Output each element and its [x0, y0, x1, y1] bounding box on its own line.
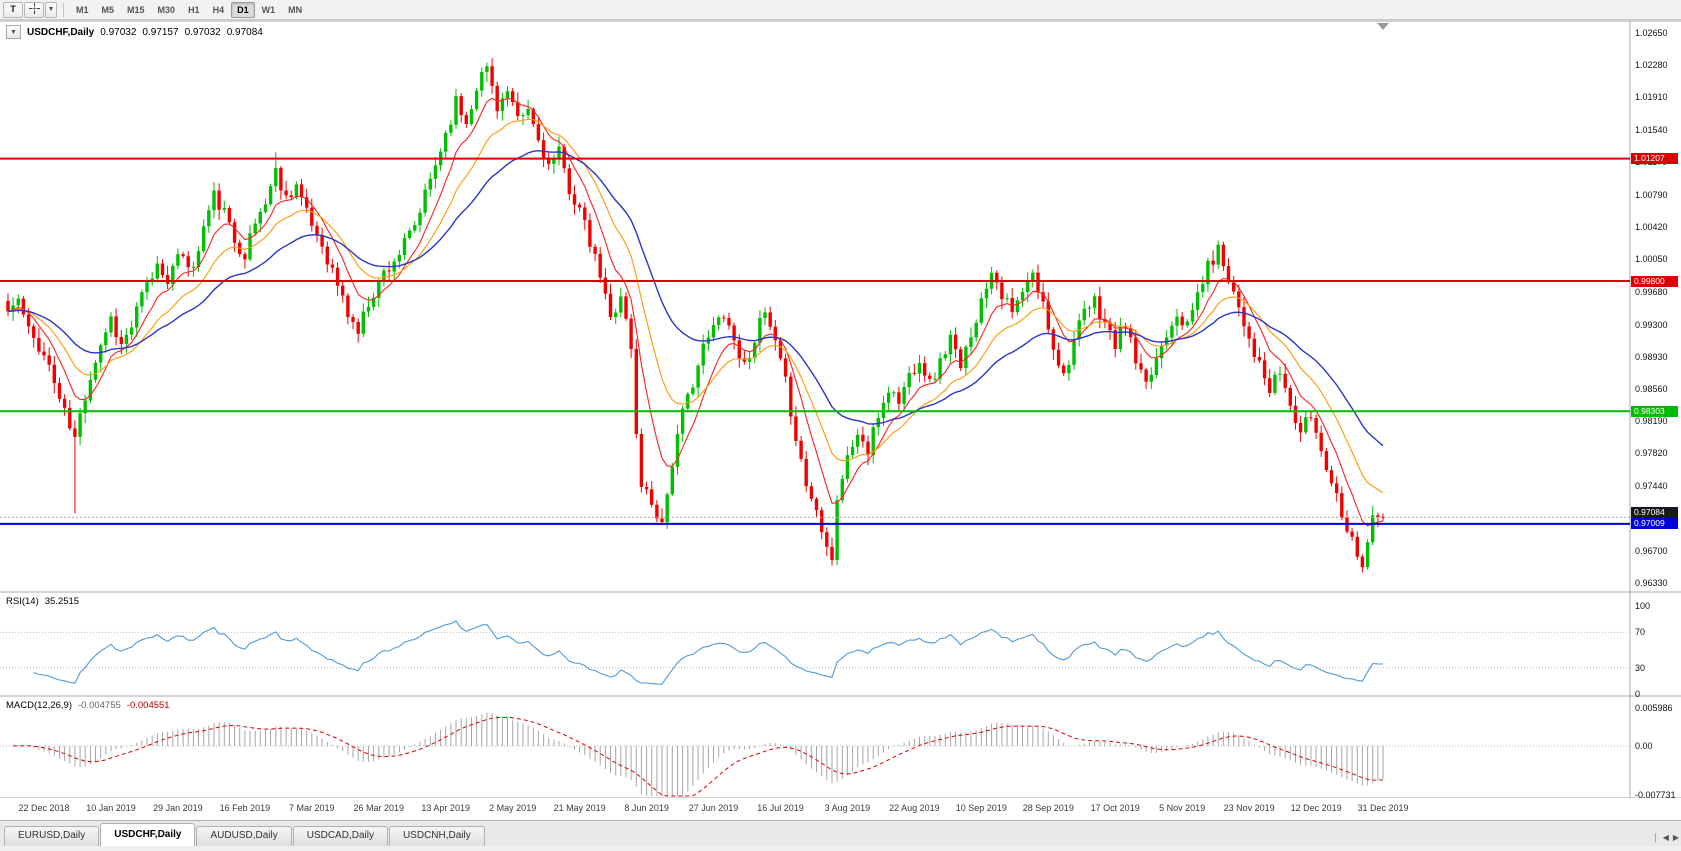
- date-tick-label: 28 Sep 2019: [1022, 803, 1074, 813]
- price-tick-label: 1.01540: [1635, 124, 1668, 135]
- ohlc-high-value: 0.97157: [142, 26, 179, 38]
- timeframe-h1-button[interactable]: H1: [182, 2, 206, 18]
- ohlc-open-value: 0.97032: [100, 26, 137, 38]
- price-tick-label: 0.96330: [1635, 578, 1668, 588]
- chart-tab-eurusd[interactable]: EURUSD,Daily: [4, 826, 100, 846]
- price-tick-label: 0.98190: [1635, 416, 1668, 427]
- crosshair-tool-button[interactable]: [24, 1, 44, 18]
- price-tick-label: 0.96700: [1635, 545, 1668, 556]
- rsi-tick-label: 100: [1635, 601, 1651, 611]
- tab-scroll-left-button[interactable]: ◀: [1662, 833, 1669, 842]
- bid-price-label: 0.97084: [1631, 506, 1678, 518]
- rsi-name: RSI(14): [6, 596, 39, 607]
- timeframe-m15-button[interactable]: M15: [121, 2, 151, 18]
- rsi-tick-label: 0: [1635, 689, 1641, 699]
- rsi-tick-label: 70: [1635, 627, 1646, 638]
- timeframe-d1-button[interactable]: D1: [231, 1, 255, 18]
- timeframe-mn-button[interactable]: MN: [282, 2, 308, 18]
- main-toolbar: T ▼ M1 M5 M15 M30 H1 H4 D1 W1 MN: [0, 0, 1681, 20]
- chart-tab-usdcad[interactable]: USDCAD,Daily: [292, 826, 388, 846]
- hline-price-label: 1.01207: [1631, 153, 1678, 165]
- date-tick-label: 23 Nov 2019: [1223, 803, 1275, 813]
- tab-scroll-right-button[interactable]: ▶: [1672, 833, 1679, 842]
- tool-dropdown-button[interactable]: ▼: [45, 1, 57, 18]
- price-tick-label: 1.00050: [1635, 254, 1668, 265]
- date-tick-label: 7 Mar 2019: [289, 803, 335, 813]
- chart-tab-bar: EURUSD,Daily USDCHF,Daily AUDUSD,Daily U…: [0, 820, 1681, 846]
- date-tick-label: 10 Jan 2019: [86, 803, 136, 813]
- price-tick-label: 0.97820: [1635, 448, 1668, 459]
- date-tick-label: 31 Dec 2019: [1357, 803, 1409, 813]
- rsi-current-value: 35.2515: [44, 596, 80, 607]
- date-tick-label: 21 May 2019: [553, 803, 606, 813]
- price-tick-label: 0.98930: [1635, 351, 1668, 362]
- date-tick-label: 17 Oct 2019: [1090, 803, 1140, 813]
- price-tick-label: 0.99680: [1635, 286, 1668, 297]
- chart-title: ▼ USDCHF,Daily 0.97032 0.97157 0.97032 0…: [6, 25, 263, 39]
- chart-tab-usdchf[interactable]: USDCHF,Daily: [100, 823, 196, 846]
- date-tick-label: 8 Jun 2019: [624, 803, 669, 813]
- rsi-tick-label: 30: [1635, 662, 1646, 673]
- hline-price-label: 0.99800: [1631, 275, 1678, 287]
- date-tick-label: 3 Aug 2019: [824, 803, 871, 813]
- price-tick-label: 0.97440: [1635, 481, 1668, 492]
- date-tick-label: 22 Aug 2019: [889, 803, 940, 813]
- date-tick-label: 16 Jul 2019: [757, 803, 804, 813]
- timeframe-m1-button[interactable]: M1: [70, 2, 95, 18]
- price-tick-label: 1.00790: [1635, 189, 1668, 200]
- date-tick-label: 29 Jan 2019: [153, 803, 203, 813]
- macd-tick-label: 0.005986: [1635, 703, 1673, 713]
- hline-price-label: 0.98303: [1631, 405, 1678, 417]
- date-tick-label: 12 Dec 2019: [1290, 803, 1342, 813]
- time-axis[interactable]: 22 Dec 2018 10 Jan 2019 29 Jan 2019 16 Feb …: [0, 798, 1681, 820]
- price-tick-label: 0.99300: [1635, 319, 1668, 330]
- price-tick-label: 1.02650: [1635, 28, 1668, 38]
- macd-tick-label: 0.00: [1635, 741, 1653, 751]
- date-tick-label: 5 Nov 2019: [1159, 803, 1206, 813]
- macd-tick-label: -0.007731: [1635, 790, 1676, 800]
- one-click-trading-toggle[interactable]: ▼: [6, 25, 21, 39]
- price-tick-label: 0.98560: [1635, 383, 1668, 394]
- price-tick-label: 1.02280: [1635, 60, 1668, 71]
- timeframe-m5-button[interactable]: M5: [96, 2, 121, 18]
- tab-scroll-controls: ◀ ▶: [1654, 833, 1679, 842]
- price-tick-label: 1.01910: [1635, 92, 1668, 103]
- date-tick-label: 10 Sep 2019: [955, 803, 1007, 813]
- date-tick-label: 13 Apr 2019: [421, 803, 470, 813]
- macd-signal-value: -0.004551: [126, 700, 170, 711]
- chart-tab-usdcnh[interactable]: USDCNH,Daily: [388, 826, 485, 846]
- chevron-down-icon: ▼: [47, 6, 55, 13]
- timeframe-w1-button[interactable]: W1: [256, 2, 282, 18]
- chart-symbol-label: USDCHF,Daily: [27, 26, 95, 38]
- hline-price-label: 0.97009: [1631, 518, 1678, 530]
- triangle-down-icon: ▼: [10, 28, 17, 36]
- price-axis[interactable]: 1.026501.022801.019101.015401.011701.007…: [1631, 0, 1681, 846]
- ohlc-close-value: 0.97084: [226, 26, 263, 38]
- price-tick-label: 1.00420: [1635, 222, 1668, 233]
- macd-indicator-label: MACD(12,26,9) -0.004755 -0.004551: [6, 700, 170, 711]
- date-tick-label: 16 Feb 2019: [219, 803, 271, 813]
- date-tick-label: 2 May 2019: [489, 803, 537, 813]
- date-tick-label: 27 Jun 2019: [688, 803, 739, 813]
- crosshair-icon: [28, 2, 40, 17]
- ohlc-low-value: 0.97032: [184, 26, 221, 38]
- rsi-indicator-label: RSI(14) 35.2515: [6, 596, 79, 607]
- timeframe-h4-button[interactable]: H4: [207, 2, 231, 18]
- text-tool-button[interactable]: T: [3, 1, 23, 18]
- chart-tab-audusd[interactable]: AUDUSD,Daily: [196, 826, 292, 846]
- macd-main-value: -0.004755: [78, 700, 121, 711]
- macd-name: MACD(12,26,9): [6, 700, 72, 711]
- date-tick-label: 22 Dec 2018: [18, 803, 70, 813]
- timeframe-m30-button[interactable]: M30: [152, 2, 182, 18]
- toolbar-separator: [63, 2, 64, 17]
- date-tick-label: 26 Mar 2019: [353, 803, 405, 813]
